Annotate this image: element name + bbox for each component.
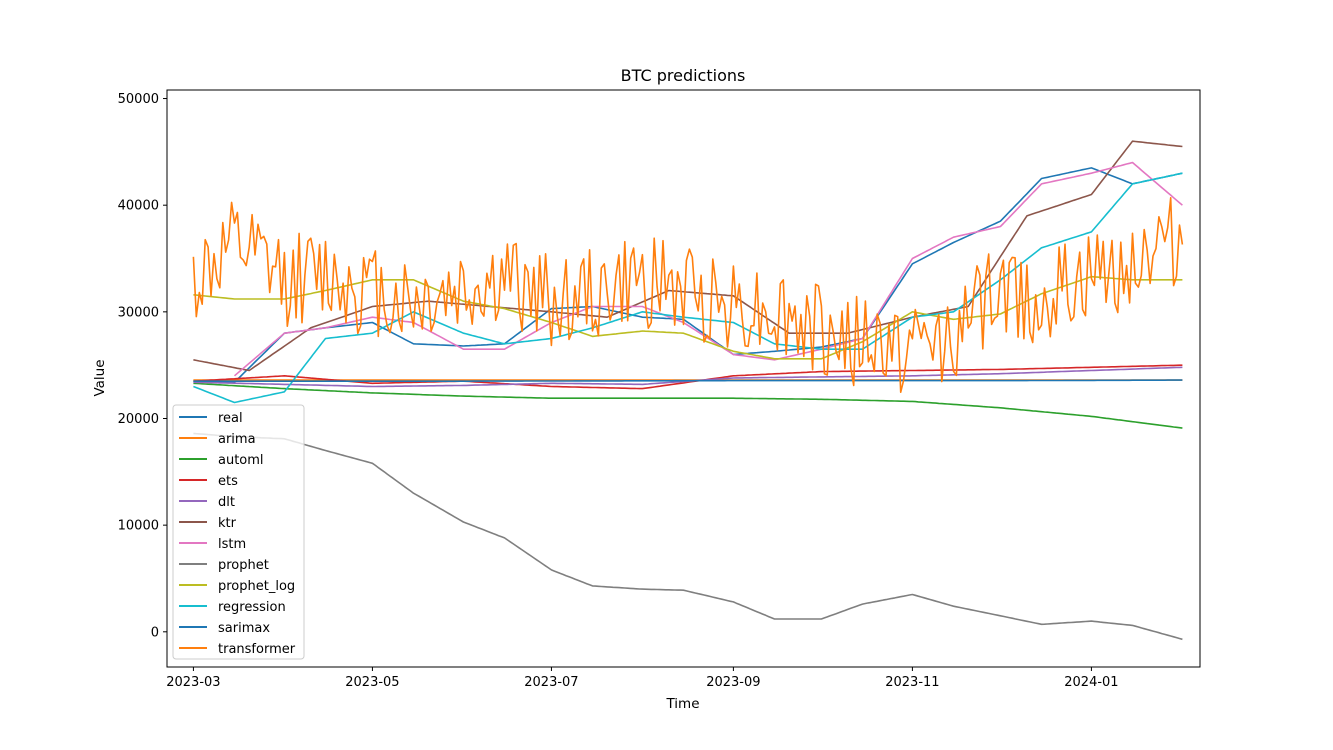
series-line-transformer: [192, 197, 1184, 394]
x-axis-label: Time: [665, 696, 699, 712]
legend-label: dlt: [218, 495, 235, 510]
series-line-regression: [193, 172, 1183, 404]
x-tick-label: 2023-03: [166, 675, 220, 690]
x-tick-label: 2023-11: [885, 675, 939, 690]
x-tick-label: 2023-07: [524, 675, 578, 690]
y-axis-label: Value: [92, 359, 108, 396]
series-line-dlt: [193, 366, 1183, 388]
y-tick-label: 40000: [118, 199, 159, 214]
legend-label: sarimax: [218, 621, 270, 636]
legend-label: automl: [218, 453, 264, 468]
legend-label: prophet_log: [218, 579, 295, 594]
plot-area: [166, 89, 1201, 668]
legend-label: ets: [218, 474, 238, 489]
y-tick-label: 10000: [118, 519, 159, 534]
x-tick-label: 2023-05: [345, 675, 399, 690]
legend-label: prophet: [218, 558, 269, 573]
legend-label: real: [218, 411, 243, 426]
y-tick-label: 0: [151, 625, 159, 640]
y-tick-label: 50000: [118, 92, 159, 107]
legend-label: transformer: [218, 642, 296, 657]
series-line-prophet: [193, 432, 1183, 641]
series-layer: [192, 140, 1184, 641]
chart-title: BTC predictions: [621, 66, 746, 85]
y-tick-label: 30000: [118, 305, 159, 320]
y-tick-label: 20000: [118, 412, 159, 427]
legend-label: regression: [218, 600, 286, 615]
legend: real arima automl ets dlt ktr lstm prophet proph…: [172, 404, 305, 660]
x-tick-label: 2024-01: [1064, 675, 1118, 690]
series-line-real: [193, 167, 1183, 384]
y-axis: 0 10000 20000 30000 40000 50000: [118, 92, 167, 640]
series-line-ets: [193, 364, 1183, 390]
series-line-automl: [193, 382, 1183, 429]
x-axis: 2023-03 2023-05 2023-07 2023-09 2023-11 2024-…: [166, 667, 1119, 690]
legend-label: arima: [218, 432, 256, 447]
legend-box: [172, 404, 305, 660]
series-line-sarimax: [193, 379, 1183, 383]
legend-label: lstm: [218, 537, 246, 552]
x-tick-label: 2023-09: [706, 675, 760, 690]
legend-label: ktr: [218, 516, 237, 531]
series-line-ktr: [193, 140, 1183, 372]
